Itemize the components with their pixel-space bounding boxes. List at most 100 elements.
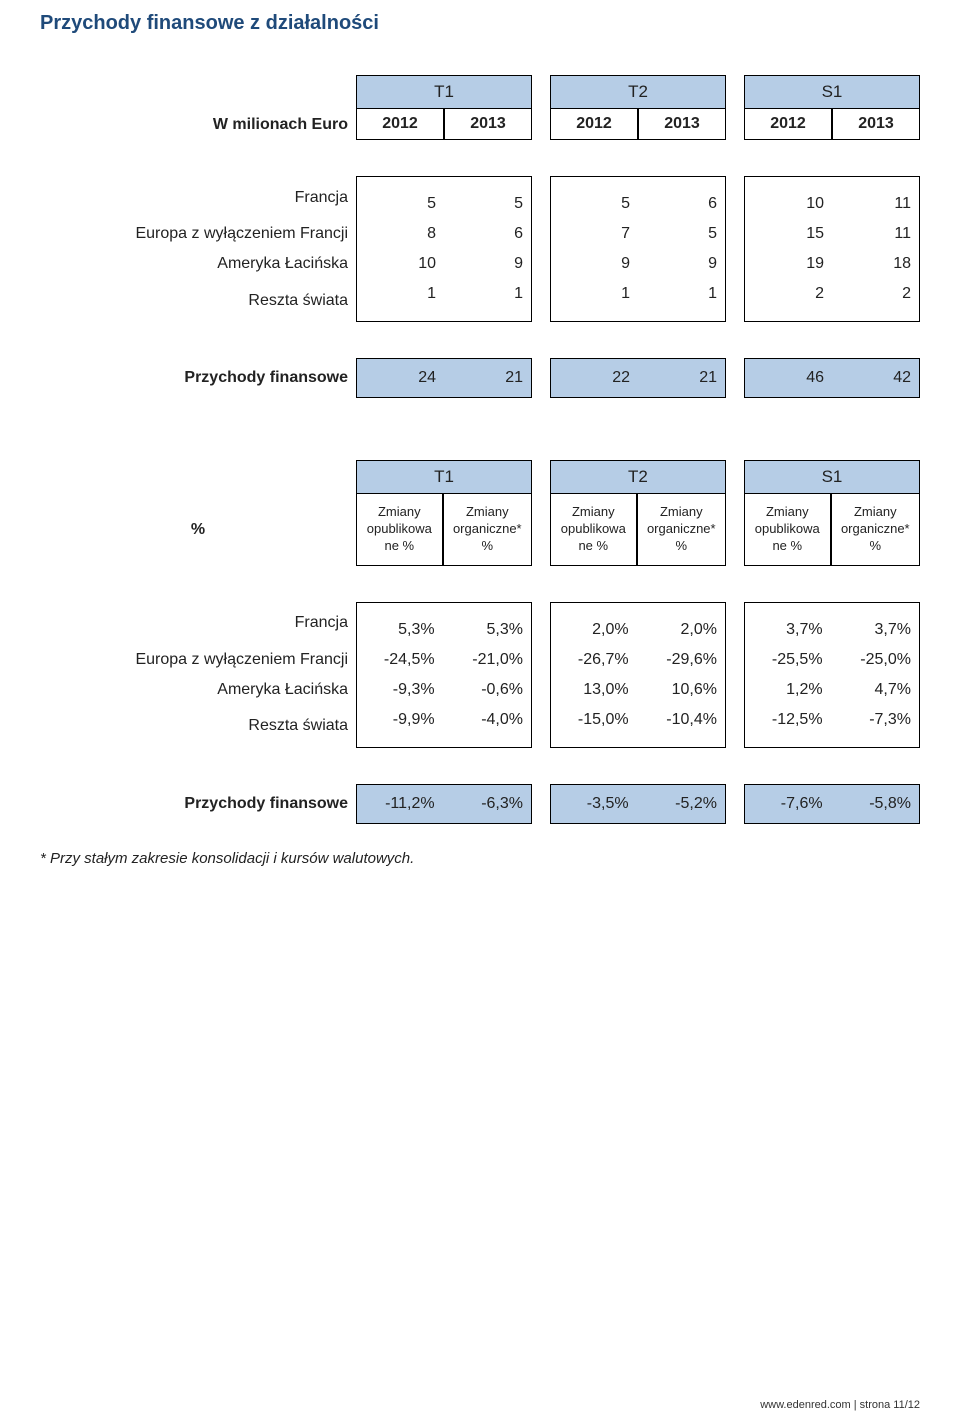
- cell: 5,3%: [356, 602, 443, 645]
- summary-row: Przychody finansowe 24 21 22 21 46 42: [40, 358, 920, 398]
- cell: -0,6%: [443, 675, 532, 705]
- cell: -25,5%: [744, 645, 831, 675]
- cell: 1: [550, 279, 638, 322]
- cell: -29,6%: [637, 645, 726, 675]
- group-header-row: T1 T2 S1: [40, 75, 920, 109]
- table-row: Francja 5,3% 5,3% 2,0% 2,0% 3,7% 3,7%: [40, 602, 920, 645]
- row-label: Ameryka Łacińska: [40, 675, 356, 705]
- cell: 21: [638, 358, 726, 398]
- col-header: 2012: [744, 109, 832, 140]
- summary-label: Przychody finansowe: [40, 358, 356, 398]
- cell: 42: [832, 358, 920, 398]
- cell: 10,6%: [637, 675, 726, 705]
- footnote: * Przy stałym zakresie konsolidacji i ku…: [40, 850, 920, 867]
- col-header: Zmiany organiczne* %: [443, 494, 532, 566]
- sub-header-row: W milionach Euro 2012 2013 2012 2013 201…: [40, 109, 920, 140]
- cell: 5: [638, 219, 726, 249]
- page-footer: www.edenred.com | strona 11/12: [760, 1399, 920, 1411]
- row-header-label: %: [40, 494, 356, 566]
- table-row: Ameryka Łacińska -9,3% -0,6% 13,0% 10,6%…: [40, 675, 920, 705]
- row-label: Francja: [40, 176, 356, 219]
- cell: -5,8%: [831, 784, 920, 824]
- row-label: Europa z wyłączeniem Francji: [40, 645, 356, 675]
- group-header-row: T1 T2 S1: [40, 460, 920, 494]
- cell: -12,5%: [744, 705, 831, 748]
- cell: -11,2%: [356, 784, 443, 824]
- cell: 1: [356, 279, 444, 322]
- cell: 6: [638, 176, 726, 219]
- cell: 11: [832, 176, 920, 219]
- col-header: 2013: [832, 109, 920, 140]
- cell: 5: [550, 176, 638, 219]
- cell: 18: [832, 249, 920, 279]
- col-header: Zmiany opublikowa ne %: [744, 494, 831, 566]
- summary-label: Przychody finansowe: [40, 784, 356, 824]
- cell: 3,7%: [831, 602, 920, 645]
- table-row: Ameryka Łacińska 10 9 9 9 19 18: [40, 249, 920, 279]
- cell: 22: [550, 358, 638, 398]
- table-absolute: T1 T2 S1 W milionach Euro 2012 2013 2012…: [40, 75, 920, 460]
- row-header-label: W milionach Euro: [40, 109, 356, 140]
- cell: 2: [832, 279, 920, 322]
- group-t1: T1: [356, 75, 532, 109]
- table-row: Reszta świata -9,9% -4,0% -15,0% -10,4% …: [40, 705, 920, 748]
- cell: -21,0%: [443, 645, 532, 675]
- cell: -15,0%: [550, 705, 637, 748]
- cell: 24: [356, 358, 444, 398]
- cell: -9,9%: [356, 705, 443, 748]
- sub-header-row: % Zmiany opublikowa ne % Zmiany organicz…: [40, 494, 920, 566]
- cell: 1: [638, 279, 726, 322]
- cell: -7,3%: [831, 705, 920, 748]
- cell: -7,6%: [744, 784, 831, 824]
- cell: -5,2%: [637, 784, 726, 824]
- cell: -6,3%: [443, 784, 532, 824]
- table-row: Reszta świata 1 1 1 1 2 2: [40, 279, 920, 322]
- cell: 21: [444, 358, 532, 398]
- col-header: Zmiany opublikowa ne %: [550, 494, 637, 566]
- col-header: Zmiany organiczne* %: [637, 494, 726, 566]
- cell: 46: [744, 358, 832, 398]
- col-header: Zmiany opublikowa ne %: [356, 494, 443, 566]
- cell: 5: [356, 176, 444, 219]
- cell: 11: [832, 219, 920, 249]
- col-header: Zmiany organiczne* %: [831, 494, 920, 566]
- cell: 4,7%: [831, 675, 920, 705]
- table-percent: T1 T2 S1 % Zmiany opublikowa ne % Zmiany…: [40, 460, 920, 824]
- table1-body: Francja 5 5 5 6 10 11 Europa z wyłączeni…: [40, 176, 920, 322]
- table-row: Europa z wyłączeniem Francji -24,5% -21,…: [40, 645, 920, 675]
- cell: 1: [444, 279, 532, 322]
- cell: 9: [638, 249, 726, 279]
- group-s1: S1: [744, 75, 920, 109]
- summary-row: Przychody finansowe -11,2% -6,3% -3,5% -…: [40, 784, 920, 824]
- cell: -25,0%: [831, 645, 920, 675]
- row-label: Francja: [40, 602, 356, 645]
- page-title: Przychody finansowe z działalności: [40, 12, 920, 35]
- cell: 5,3%: [443, 602, 532, 645]
- cell: -3,5%: [550, 784, 637, 824]
- row-label: Reszta świata: [40, 705, 356, 748]
- cell: 5: [444, 176, 532, 219]
- cell: 7: [550, 219, 638, 249]
- group-s1: S1: [744, 460, 920, 494]
- col-header: 2013: [638, 109, 726, 140]
- cell: 19: [744, 249, 832, 279]
- cell: 13,0%: [550, 675, 637, 705]
- group-t2: T2: [550, 460, 726, 494]
- cell: 10: [744, 176, 832, 219]
- group-t1: T1: [356, 460, 532, 494]
- cell: 10: [356, 249, 444, 279]
- cell: 2,0%: [550, 602, 637, 645]
- table-row: Europa z wyłączeniem Francji 8 6 7 5 15 …: [40, 219, 920, 249]
- cell: 1,2%: [744, 675, 831, 705]
- cell: -26,7%: [550, 645, 637, 675]
- cell: 8: [356, 219, 444, 249]
- row-label: Ameryka Łacińska: [40, 249, 356, 279]
- cell: -9,3%: [356, 675, 443, 705]
- cell: -24,5%: [356, 645, 443, 675]
- table2-body: Francja 5,3% 5,3% 2,0% 2,0% 3,7% 3,7% Eu…: [40, 602, 920, 748]
- cell: 2,0%: [637, 602, 726, 645]
- row-label: Europa z wyłączeniem Francji: [40, 219, 356, 249]
- page: Przychody finansowe z działalności T1 T2…: [0, 0, 960, 1425]
- col-header: 2012: [550, 109, 638, 140]
- cell: 3,7%: [744, 602, 831, 645]
